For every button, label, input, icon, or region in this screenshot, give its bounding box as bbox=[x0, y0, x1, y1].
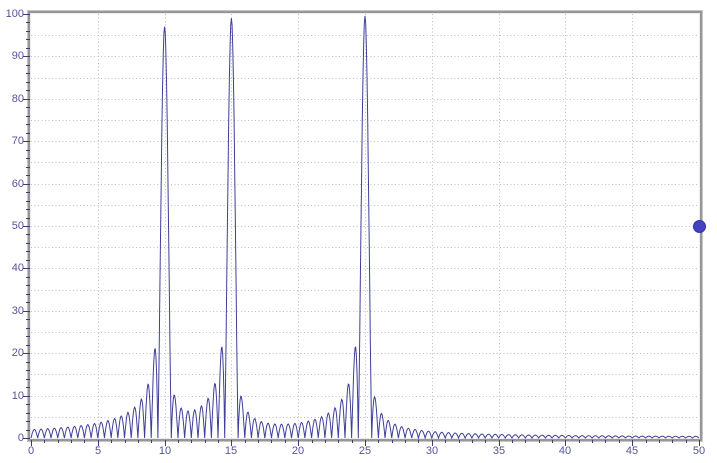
y-axis-tick-label: 50 bbox=[11, 220, 24, 232]
y-axis-tick-label: 30 bbox=[11, 305, 24, 317]
y-axis-tick-label: 20 bbox=[11, 347, 24, 359]
y-axis-tick-label: 60 bbox=[11, 178, 24, 190]
marker-handle[interactable] bbox=[692, 219, 706, 233]
x-axis-tick-label: 50 bbox=[692, 445, 706, 457]
y-axis-tick-label: 70 bbox=[11, 135, 24, 147]
x-axis-tick-label: 20 bbox=[291, 445, 305, 457]
x-axis-tick-label: 40 bbox=[558, 445, 572, 457]
x-axis-tick-label: 45 bbox=[625, 445, 639, 457]
y-axis-tick-label: 80 bbox=[11, 93, 24, 105]
y-axis-tick-label: 0 bbox=[17, 432, 24, 444]
y-axis-tick-label: 100 bbox=[5, 8, 24, 20]
x-axis-tick-label: 15 bbox=[224, 445, 238, 457]
y-axis-tick-label: 10 bbox=[11, 390, 24, 402]
x-axis-tick-label: 35 bbox=[492, 445, 506, 457]
x-axis-tick-label: 5 bbox=[94, 445, 102, 457]
spectrum-trace bbox=[30, 16, 700, 440]
y-axis-tick-label: 40 bbox=[11, 262, 24, 274]
x-axis-tick-label: 25 bbox=[358, 445, 372, 457]
y-axis-tick-label: 90 bbox=[11, 50, 24, 62]
x-axis-tick-label: 10 bbox=[158, 445, 172, 457]
x-axis-tick-label: 30 bbox=[425, 445, 439, 457]
x-axis-tick-label: 0 bbox=[27, 445, 35, 457]
